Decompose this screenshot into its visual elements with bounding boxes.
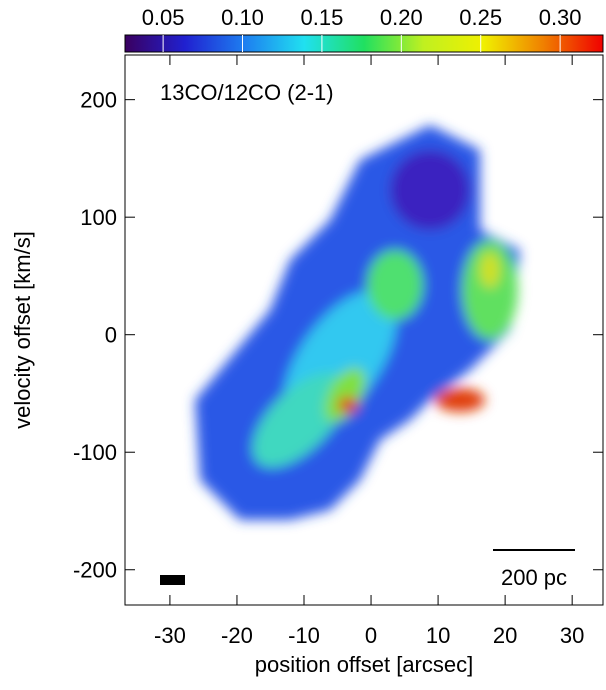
colorbar-tick-label: 0.15 <box>301 5 344 30</box>
heatmap-image <box>195 125 520 520</box>
beam <box>160 575 185 585</box>
colorbar-tick-label: 0.25 <box>459 5 502 30</box>
y-tick-label: -100 <box>73 440 117 465</box>
colorbar-tick-label: 0.10 <box>221 5 264 30</box>
y-tick-label: 0 <box>105 323 117 348</box>
x-tick-label: -10 <box>288 623 320 648</box>
x-tick-label: -30 <box>154 623 186 648</box>
x-tick-label: 30 <box>560 623 584 648</box>
x-tick-label: 20 <box>493 623 517 648</box>
chart-title: 13CO/12CO (2-1) <box>160 80 334 105</box>
y-tick-label: -200 <box>73 558 117 583</box>
colorbar-tick-label: 0.05 <box>142 5 185 30</box>
scale-label: 200 pc <box>501 565 567 590</box>
colorbar <box>124 34 604 53</box>
y-tick-label: 100 <box>80 205 117 230</box>
colorbar-tick-label: 0.20 <box>380 5 423 30</box>
x-tick-label: 0 <box>365 623 377 648</box>
x-tick-label: -20 <box>221 623 253 648</box>
plot-frame <box>124 54 604 606</box>
colorbar-tick-label: 0.30 <box>539 5 582 30</box>
y-tick-label: 200 <box>80 88 117 113</box>
x-axis-label: position offset [arcsec] <box>255 652 474 677</box>
y-axis-label: velocity offset [km/s] <box>10 231 35 429</box>
x-tick-label: 10 <box>426 623 450 648</box>
